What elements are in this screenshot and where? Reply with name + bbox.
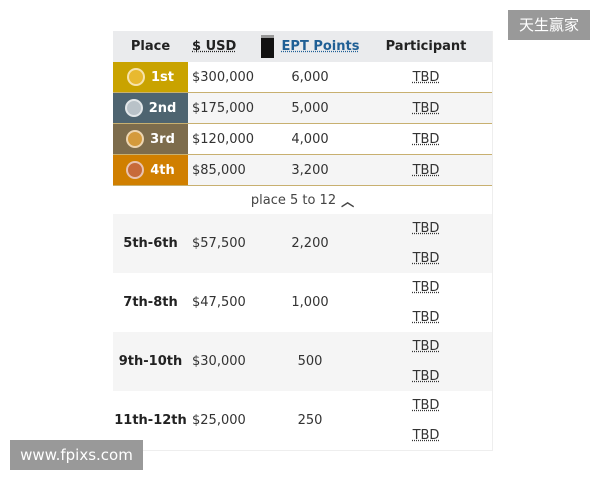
participant-link[interactable]: TBD (412, 131, 440, 147)
table-row: 4th $85,000 3,200 TBD (113, 155, 492, 186)
usd-cell: $175,000 (192, 100, 255, 116)
participant-link[interactable]: TBD (412, 398, 440, 414)
silver-medal-icon (124, 99, 143, 117)
participant-link[interactable]: TBD (412, 427, 440, 443)
usd-cell: $120,000 (192, 131, 255, 147)
table-row: 3rd $120,000 4,000 TBD (113, 124, 492, 155)
points-cell: 6,000 (291, 69, 329, 85)
points-cell: 500 (297, 354, 323, 369)
place-label: 3rd (150, 131, 175, 147)
participant-link[interactable]: TBD (412, 100, 440, 116)
watermark-top-right: 天生赢家 (508, 10, 590, 40)
place-cell: 4th (113, 155, 188, 185)
ept-book-icon (260, 35, 274, 58)
participant-link[interactable]: TBD (412, 368, 440, 384)
participant-cell: TBD (360, 132, 492, 147)
gold-medal-icon (127, 68, 145, 86)
place-label: 1st (151, 69, 174, 85)
copper-medal-icon (126, 161, 145, 179)
participant-link[interactable]: TBD (412, 280, 440, 296)
table-header: Place $ USD EPT Points Participant (113, 31, 492, 62)
place-cell: 11th-12th (114, 413, 187, 428)
participant-cell: TBD TBD (360, 214, 492, 273)
points-cell: 3,200 (291, 162, 329, 178)
points-cell: 4,000 (291, 131, 329, 147)
toggle-label[interactable]: place 5 to 12 (250, 192, 337, 208)
place-5-to-12-toggle[interactable]: place 5 to 12 ︿ (113, 186, 492, 214)
place-label: 4th (150, 162, 175, 178)
place-cell: 7th-8th (123, 295, 178, 310)
usd-cell: $300,000 (192, 69, 255, 85)
usd-cell: $85,000 (192, 162, 246, 178)
watermark-bottom-left: www.fpixs.com (10, 440, 143, 470)
participant-cell: TBD (360, 101, 492, 116)
ept-points-link[interactable]: EPT Points (281, 39, 360, 54)
table-row: 5th-6th $57,500 2,200 TBD TBD (113, 214, 492, 273)
points-cell: 1,000 (291, 295, 329, 310)
points-cell: 5,000 (291, 100, 329, 116)
header-place: Place (130, 39, 171, 54)
chevron-up-icon[interactable]: ︿ (341, 194, 355, 210)
participant-cell: TBD TBD (360, 273, 492, 332)
participant-link[interactable]: TBD (412, 339, 440, 355)
table-row: 2nd $175,000 5,000 TBD (113, 93, 492, 124)
usd-label: $ USD (192, 39, 237, 54)
header-participant: Participant (385, 39, 467, 54)
participant-link[interactable]: TBD (412, 250, 440, 266)
participant-link[interactable]: TBD (412, 162, 440, 178)
points-cell: 250 (297, 413, 323, 428)
place-cell: 9th-10th (118, 354, 183, 369)
usd-cell: $30,000 (192, 354, 246, 369)
usd-cell: $25,000 (192, 413, 246, 428)
table-row: 7th-8th $47,500 1,000 TBD TBD (113, 273, 492, 332)
participant-cell: TBD (360, 163, 492, 178)
table-row: 1st $300,000 6,000 TBD (113, 62, 492, 93)
participant-link[interactable]: TBD (412, 221, 440, 237)
table-row: 9th-10th $30,000 500 TBD TBD (113, 332, 492, 391)
points-cell: 2,200 (291, 236, 329, 251)
usd-cell: $47,500 (192, 295, 246, 310)
header-ept[interactable]: EPT Points (260, 35, 360, 58)
header-usd: $ USD (188, 39, 260, 54)
place-cell: 2nd (113, 93, 188, 123)
participant-cell: TBD (360, 70, 492, 85)
payout-table: Place $ USD EPT Points Participant 1st $… (113, 31, 493, 451)
place-cell: 3rd (113, 124, 188, 154)
place-cell: 5th-6th (123, 236, 178, 251)
place-label: 2nd (148, 100, 177, 116)
participant-cell: TBD TBD (360, 332, 492, 391)
usd-cell: $57,500 (192, 236, 246, 251)
bronze-medal-icon (126, 130, 145, 148)
participant-link[interactable]: TBD (412, 309, 440, 325)
participant-link[interactable]: TBD (412, 69, 440, 85)
table-row: 11th-12th $25,000 250 TBD TBD (113, 391, 492, 450)
participant-cell: TBD TBD (360, 391, 492, 450)
place-cell: 1st (113, 62, 188, 92)
